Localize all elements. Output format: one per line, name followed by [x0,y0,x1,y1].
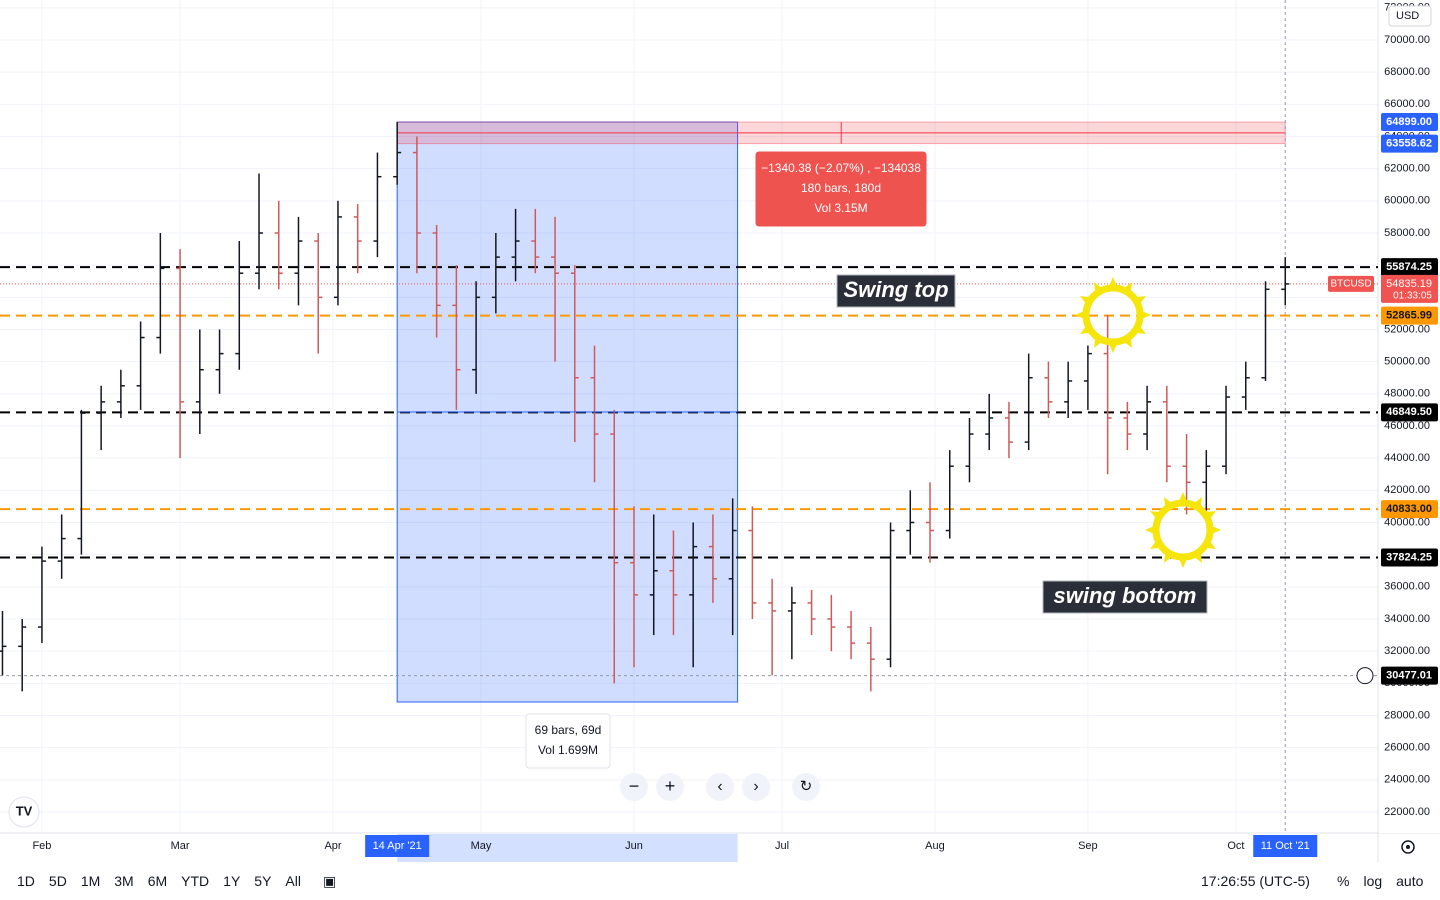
y-tick-label: 44000.00 [1384,452,1430,464]
level-label-box [1381,548,1438,567]
crosshair-plus [1356,667,1374,685]
symbol-box [1328,275,1374,292]
svg-text:↻: ↻ [800,778,813,795]
x-tick-label: Apr [324,840,341,852]
price-range-info-text: Vol 3.15M [814,201,867,215]
x-tick-label: May [471,840,492,852]
range-bottom-label-box [1381,134,1438,153]
y-tick-label: 32000.00 [1384,645,1430,657]
y-tick-label: 26000.00 [1384,742,1430,754]
scale-options: % log auto [1330,866,1430,896]
settings-icon[interactable] [1401,840,1415,854]
svg-text:+: + [665,776,676,796]
y-tick-label: 58000.00 [1384,227,1430,239]
date-range-info-text: Vol 1.699M [538,743,598,757]
date-range-button[interactable]: ▣ [323,872,337,889]
level-label: 52865.99 [1386,309,1432,321]
date-range-info-box [525,713,611,769]
y-tick-label: 48000.00 [1384,388,1430,400]
level-label: 55874.25 [1386,261,1432,273]
y-tick-label: 36000.00 [1384,581,1430,593]
level-label-box [1381,666,1438,685]
last-price-box [1381,274,1438,303]
last-price-label: 54835.19 [1386,278,1432,290]
y-tick-label: 34000.00 [1384,613,1430,625]
date-range-info-text: 69 bars, 69d [535,723,602,737]
y-tick-label: 50000.00 [1384,356,1430,368]
x-tick-label: Sep [1078,840,1098,852]
svg-text:‹: ‹ [717,778,722,795]
zoom-controls[interactable]: − + ‹ › ↻ [620,773,820,801]
scale-option[interactable]: auto [1396,873,1424,889]
interval-button[interactable]: 5D [48,873,67,889]
sun [1152,499,1214,561]
annotation-text: swing bottom [1054,583,1197,608]
x-highlight-label: 11 Oct '21 [1261,840,1310,852]
logo: TV [8,796,40,828]
level-label: 40833.00 [1386,503,1432,515]
interval-button[interactable]: 1D [17,873,35,889]
interval-button[interactable]: 1Y [223,873,241,889]
level-label: 30477.01 [1386,670,1432,682]
y-tick-label: 40000.00 [1384,516,1430,528]
annotation-box [836,274,956,308]
x-tick-label: Oct [1227,840,1244,852]
time-axis-highlight [397,834,738,862]
x-tick-label: Mar [171,840,190,852]
annotation-text: Swing top [843,277,948,302]
range-top-label-box [1381,113,1438,132]
x-highlight-label: 14 Apr '21 [373,840,422,852]
x-highlight-box [365,835,430,857]
scale-option[interactable]: % [1337,873,1350,889]
y-tick-label: 22000.00 [1384,806,1430,818]
x-tick-label: Aug [925,840,945,852]
y-tick-label: 46000.00 [1384,420,1430,432]
clock: 17:26:55 (UTC-5) [1194,866,1317,896]
scale-option[interactable]: log [1363,873,1383,889]
range-bottom-label: 63558.62 [1386,138,1432,150]
level-label: 37824.25 [1386,551,1432,563]
level-label-box [1381,258,1438,277]
level-label: 46849.50 [1386,406,1432,418]
countdown-label: 01:33:05 [1393,291,1432,302]
annotation-box [1042,580,1208,614]
level-label-box [1381,500,1438,519]
y-tick-label: 28000.00 [1384,709,1430,721]
x-tick-label: Feb [32,840,51,852]
interval-button[interactable]: 6M [147,873,168,889]
x-highlight-box [1253,835,1318,857]
svg-text:−: − [629,776,640,796]
y-tick-label: 66000.00 [1384,98,1430,110]
x-tick-label: Jul [775,840,789,852]
x-tick-label: Jun [625,840,643,852]
y-tick-label: 70000.00 [1384,34,1430,46]
interval-bar: 1D 5D 1M 3M 6M YTD 1Y 5Y All [10,866,308,896]
interval-button[interactable]: All [285,873,301,889]
price-range-info-box [755,151,927,227]
y-tick-label: 24000.00 [1384,774,1430,786]
clock-text: 17:26:55 (UTC-5) [1201,873,1310,889]
level-label-box [1381,403,1438,422]
price-range-info-text: −1340.38 (−2.07%) , −134038 [761,161,921,175]
y-tick-label: 62000.00 [1384,163,1430,175]
svg-text:›: › [753,778,758,795]
y-tick-label: 68000.00 [1384,66,1430,78]
interval-button[interactable]: 1M [80,873,101,889]
price-range-info-text: 180 bars, 180d [801,181,881,195]
interval-button[interactable]: 3M [114,873,134,889]
interval-button[interactable]: 5Y [254,873,272,889]
interval-button[interactable]: YTD [181,873,210,889]
y-tick-label: 52000.00 [1384,323,1430,335]
y-tick-label: 42000.00 [1384,484,1430,496]
svg-text:TV: TV [16,803,33,818]
currency-button[interactable] [1388,5,1432,27]
chart: − + ‹ › ↻ −1340.38 (−2.07%) , −134038 180… [0,0,1440,862]
range-top-label: 64899.00 [1386,116,1432,128]
symbol-label: BTCUSD [1330,279,1371,290]
currency-label: USD [1396,10,1419,22]
y-tick-label: 60000.00 [1384,195,1430,207]
level-label-box [1381,306,1438,325]
sun [1082,284,1144,346]
